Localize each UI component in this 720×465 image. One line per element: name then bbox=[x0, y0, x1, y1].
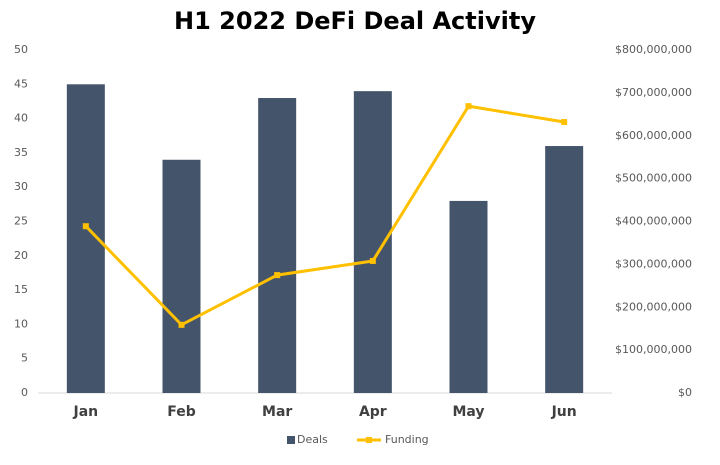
y-tick-label: 35 bbox=[14, 146, 28, 159]
y2-tick-label: $300,000,000 bbox=[615, 257, 692, 270]
y2-tick-label: $500,000,000 bbox=[615, 172, 692, 185]
x-tick-label: May bbox=[452, 404, 484, 420]
chart-title: H1 2022 DeFi Deal Activity bbox=[174, 7, 536, 35]
bar bbox=[162, 159, 201, 393]
y-tick-label: 20 bbox=[14, 249, 28, 262]
legend-swatch bbox=[366, 437, 372, 443]
marker bbox=[178, 321, 185, 328]
y-tick-label: 5 bbox=[21, 352, 28, 365]
marker bbox=[82, 223, 89, 230]
x-tick-label: Jan bbox=[73, 404, 99, 420]
marker bbox=[561, 119, 568, 126]
y2-tick-label: $700,000,000 bbox=[615, 86, 692, 99]
y2-tick-label: $100,000,000 bbox=[615, 343, 692, 356]
marker bbox=[369, 257, 376, 264]
x-tick-label: Mar bbox=[262, 404, 292, 420]
y-tick-label: 50 bbox=[14, 43, 28, 56]
y2-tick-label: $800,000,000 bbox=[615, 43, 692, 56]
x-tick-label: Apr bbox=[359, 404, 387, 420]
y-tick-label: 10 bbox=[14, 317, 28, 330]
y2-tick-label: $600,000,000 bbox=[615, 129, 692, 142]
line bbox=[84, 104, 565, 327]
legend-label: Funding bbox=[385, 433, 429, 446]
bar bbox=[545, 146, 584, 393]
y-tick-label: 15 bbox=[14, 283, 28, 296]
y-tick-label: 45 bbox=[14, 77, 28, 90]
bar bbox=[449, 200, 488, 393]
x-tick-label: Jun bbox=[551, 404, 577, 420]
y2-tick-label: $0 bbox=[678, 386, 692, 399]
y2-tick-label: $400,000,000 bbox=[615, 215, 692, 228]
marker bbox=[274, 272, 281, 279]
legend-swatch bbox=[287, 436, 295, 444]
y-tick-label: 30 bbox=[14, 180, 28, 193]
bar bbox=[258, 98, 297, 394]
marker bbox=[465, 103, 472, 110]
x-tick-label: Feb bbox=[167, 404, 196, 420]
legend-label: Deals bbox=[297, 433, 328, 446]
y2-tick-label: $200,000,000 bbox=[615, 300, 692, 313]
y-tick-label: 40 bbox=[14, 112, 28, 125]
y-tick-label: 25 bbox=[14, 215, 28, 228]
y-tick-label: 0 bbox=[21, 386, 28, 399]
